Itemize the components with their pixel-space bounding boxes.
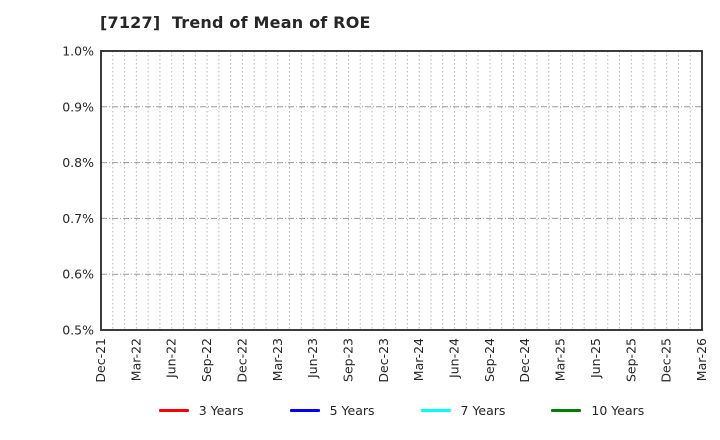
legend-line-swatch bbox=[289, 409, 320, 412]
x-axis-tick-label: Dec-25 bbox=[659, 338, 674, 383]
y-axis-tick-label: 0.5% bbox=[62, 323, 94, 338]
y-axis-tick-label: 0.8% bbox=[62, 155, 94, 170]
x-axis-tick-label: Sep-22 bbox=[199, 338, 214, 382]
x-axis-tick-label: Sep-25 bbox=[623, 338, 638, 382]
x-axis-tick-label: Dec-21 bbox=[93, 338, 108, 383]
x-axis-tick-label: Dec-22 bbox=[234, 338, 249, 383]
x-axis-tick-label: Mar-25 bbox=[553, 338, 568, 381]
x-axis-tick-label: Dec-23 bbox=[376, 338, 391, 383]
legend-label: 3 Years bbox=[198, 403, 244, 418]
x-axis-tick-label: Jun-23 bbox=[305, 338, 320, 379]
y-axis-tick-label: 1.0% bbox=[62, 44, 94, 59]
legend-label: 5 Years bbox=[329, 403, 375, 418]
legend-label: 10 Years bbox=[591, 403, 645, 418]
legend-item-3-years: 3 Years bbox=[158, 403, 244, 418]
y-axis-tick-label: 0.7% bbox=[62, 211, 94, 226]
x-axis-tick-label: Mar-22 bbox=[128, 338, 143, 381]
x-axis-tick-label: Sep-23 bbox=[340, 338, 355, 382]
legend-line-swatch bbox=[551, 409, 582, 412]
x-axis-tick-label: Jun-22 bbox=[164, 338, 179, 379]
legend-item-5-years: 5 Years bbox=[289, 403, 375, 418]
x-axis-tick-label: Jun-24 bbox=[447, 338, 462, 379]
plot-border bbox=[100, 50, 703, 331]
x-axis-tick-label: Mar-23 bbox=[270, 338, 285, 381]
legend-item-7-years: 7 Years bbox=[420, 403, 506, 418]
y-axis-tick-label: 0.9% bbox=[62, 99, 94, 114]
x-axis-tick-label: Jun-25 bbox=[588, 338, 603, 379]
legend-label: 7 Years bbox=[460, 403, 506, 418]
chart-legend: 3 Years 5 Years 7 Years 10 Years bbox=[101, 403, 702, 418]
legend-line-swatch bbox=[420, 409, 451, 412]
chart-title: [7127] Trend of Mean of ROE bbox=[100, 13, 371, 32]
y-axis-tick-label: 0.6% bbox=[62, 267, 94, 282]
legend-line-swatch bbox=[158, 409, 189, 412]
x-axis-tick-label: Sep-24 bbox=[482, 338, 497, 382]
legend-item-10-years: 10 Years bbox=[551, 403, 644, 418]
x-axis-tick-label: Dec-24 bbox=[517, 338, 532, 383]
x-axis-tick-label: Mar-26 bbox=[694, 338, 709, 381]
x-axis-tick-label: Mar-24 bbox=[411, 338, 426, 381]
